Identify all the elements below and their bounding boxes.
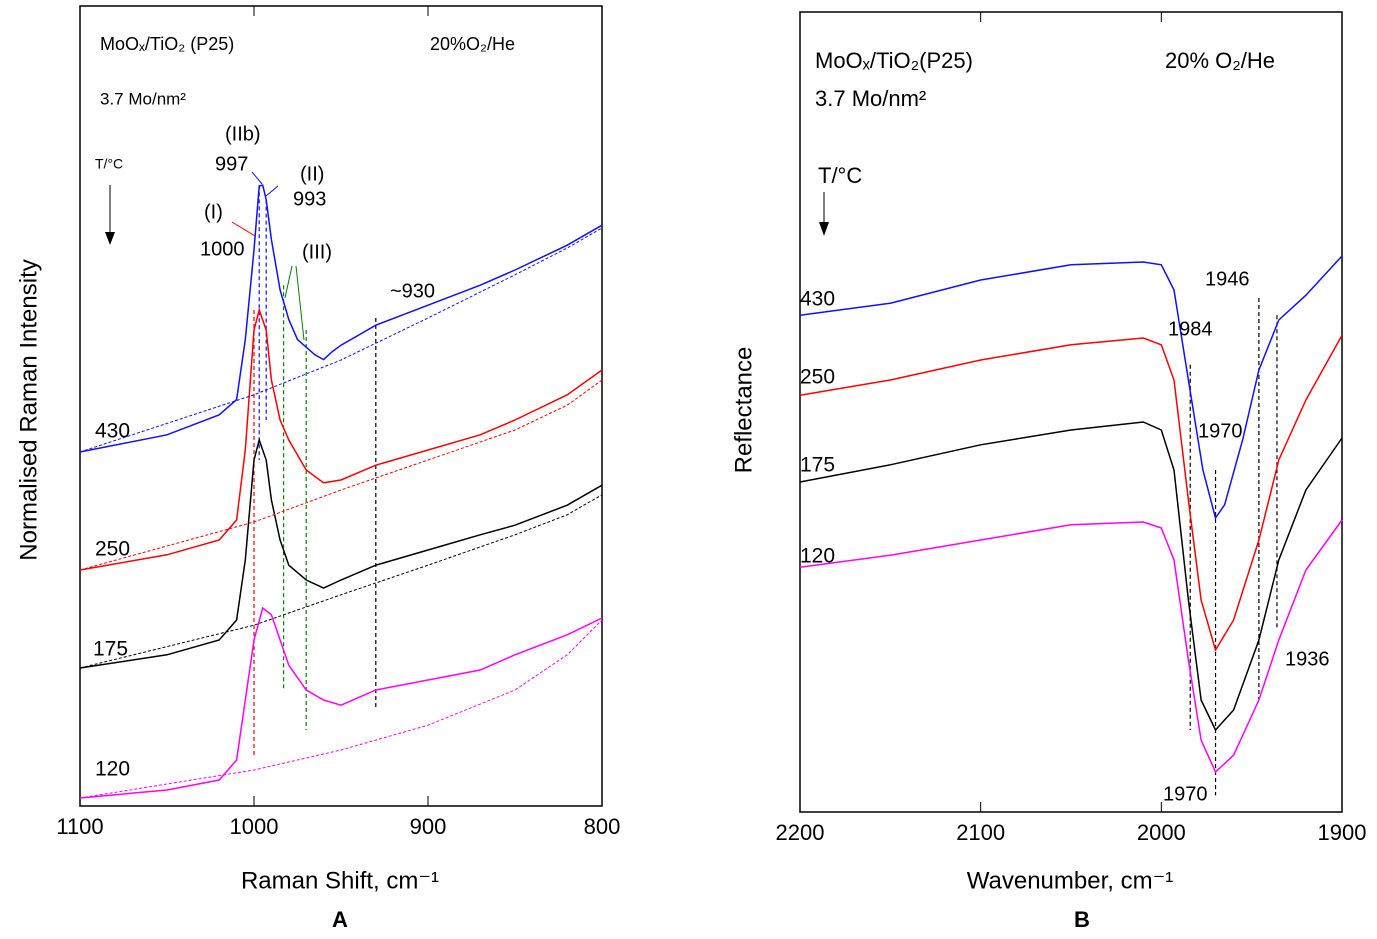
series-label: 250 bbox=[95, 538, 130, 561]
annotation: (IIb) bbox=[225, 123, 261, 145]
leader bbox=[295, 265, 305, 341]
series-label: 120 bbox=[95, 758, 130, 781]
x-tick-label: 2200 bbox=[776, 820, 825, 845]
x-axis-title: Raman Shift, cm⁻¹ bbox=[241, 867, 439, 894]
x-tick-label: 2000 bbox=[1137, 820, 1186, 845]
series-label: 175 bbox=[800, 454, 835, 477]
annotation: T/°C bbox=[818, 163, 862, 188]
annotation: 993 bbox=[293, 188, 326, 210]
annotation: 1984 bbox=[1168, 318, 1213, 340]
leaders bbox=[105, 171, 829, 341]
series-label: 430 bbox=[95, 420, 130, 443]
annotation: 20% O₂/He bbox=[1165, 48, 1275, 73]
spectrum bbox=[79, 606, 603, 799]
leader bbox=[231, 221, 256, 237]
spectrum bbox=[799, 519, 1343, 774]
annotation: 1946 bbox=[1205, 268, 1250, 290]
arrow-head bbox=[819, 222, 829, 236]
x-tick-label: 1100 bbox=[56, 814, 103, 839]
annotation: (III) bbox=[302, 241, 332, 263]
annotation: 20%O₂/He bbox=[430, 34, 515, 54]
annotation: MoOₓ/TiO₂(P25) bbox=[815, 48, 973, 73]
leader bbox=[284, 265, 293, 299]
plot-frame bbox=[79, 5, 603, 807]
annotation: T/°C bbox=[95, 156, 123, 172]
leader bbox=[265, 185, 279, 197]
series-label: 250 bbox=[800, 366, 835, 389]
y-axis-title: Reflectance bbox=[730, 347, 757, 474]
annotation: 1970 bbox=[1163, 783, 1208, 805]
x-tick-label: 1000 bbox=[230, 814, 279, 839]
x-tick-label: 900 bbox=[410, 814, 447, 839]
baseline bbox=[79, 619, 603, 799]
annotation: MoOₓ/TiO₂ (P25) bbox=[100, 34, 234, 54]
annotation: 1936 bbox=[1285, 648, 1330, 670]
x-axis-title: Wavenumber, cm⁻¹ bbox=[967, 867, 1174, 894]
annotation: 1970 bbox=[1198, 420, 1243, 442]
annotation: ~930 bbox=[390, 280, 435, 302]
x-tick-label: 2100 bbox=[956, 820, 1005, 845]
baseline bbox=[79, 379, 603, 571]
series-label: 120 bbox=[800, 545, 835, 568]
annotation: 3.7 Mo/nm² bbox=[815, 86, 926, 111]
series-label: 175 bbox=[93, 638, 128, 661]
spectrum bbox=[799, 255, 1343, 520]
panel-label: B bbox=[1074, 907, 1090, 932]
annotation: (I) bbox=[204, 201, 223, 223]
baseline bbox=[79, 227, 603, 453]
spectrum bbox=[799, 334, 1343, 652]
annotation: 997 bbox=[215, 153, 248, 175]
annotation: 1000 bbox=[200, 238, 245, 260]
panel-label: A bbox=[332, 907, 348, 932]
x-tick-label: 1900 bbox=[1318, 820, 1367, 845]
leader bbox=[251, 171, 263, 185]
annotation: 3.7 Mo/nm² bbox=[100, 89, 186, 108]
spectrum bbox=[79, 184, 603, 453]
x-tick-label: 800 bbox=[584, 814, 621, 839]
series-label: 430 bbox=[800, 288, 835, 311]
arrow-head bbox=[105, 232, 115, 245]
spectrum bbox=[79, 437, 603, 669]
spectrum bbox=[79, 307, 603, 571]
baseline bbox=[79, 494, 603, 669]
y-axis-title: Normalised Raman Intensity bbox=[15, 259, 42, 560]
annotation: (II) bbox=[300, 163, 324, 185]
spectrum bbox=[799, 421, 1343, 732]
plot-frame bbox=[799, 11, 1343, 813]
